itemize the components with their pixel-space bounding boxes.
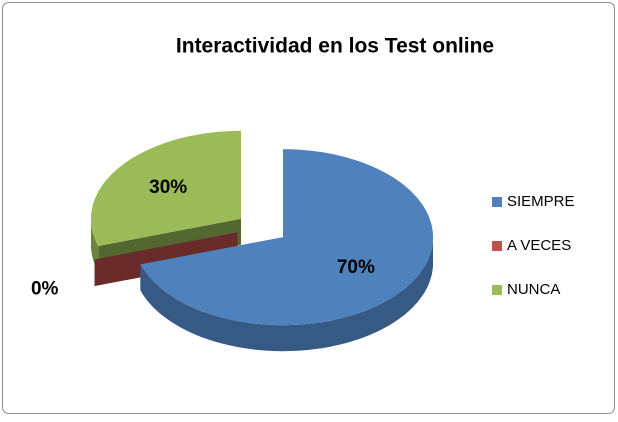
- legend-label: A VECES: [507, 237, 571, 254]
- pie-slice: [94, 232, 238, 261]
- data-label: 70%: [337, 257, 375, 278]
- data-label: 30%: [149, 177, 187, 198]
- legend-swatch: [492, 285, 502, 295]
- slice-rim: [140, 237, 433, 352]
- legend-label: NUNCA: [507, 281, 560, 298]
- chart-title: Interactividad en los Test online: [176, 35, 494, 58]
- legend-swatch: [492, 197, 502, 207]
- pie-slice: [91, 130, 241, 246]
- legend-label: SIEMPRE: [507, 193, 575, 210]
- legend-swatch: [492, 241, 502, 251]
- pie-slice: [140, 149, 433, 326]
- slice-rim: [91, 218, 99, 272]
- slice-side: [94, 232, 238, 286]
- data-label: 0%: [31, 279, 59, 300]
